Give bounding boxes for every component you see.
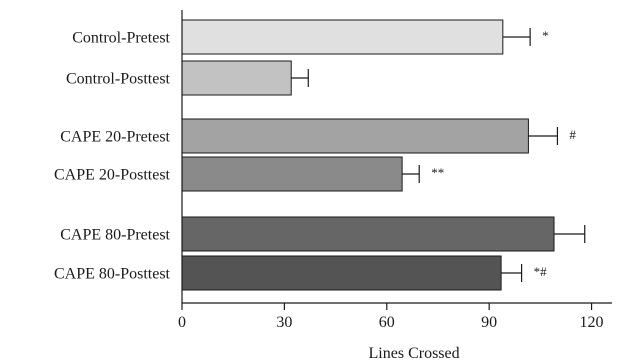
category-label-3: CAPE 20-Posttest xyxy=(54,167,171,184)
error-bar-0 xyxy=(502,28,531,46)
annotations-layer: *#***# xyxy=(431,28,576,279)
category-labels-layer: Control-Pretest Control-Posttest CAPE 20-P… xyxy=(54,30,171,283)
annotation-3: ** xyxy=(431,165,444,180)
bar-2 xyxy=(181,118,529,154)
category-label-2: CAPE 20-Pretest xyxy=(60,129,170,146)
x-tick-label: 120 xyxy=(580,314,604,331)
category-label-1: Control-Posttest xyxy=(66,71,171,88)
bar-0 xyxy=(181,19,504,55)
bar-3 xyxy=(181,156,403,192)
bar-5 xyxy=(181,255,502,291)
x-axis-title: Lines Crossed xyxy=(369,345,460,362)
category-label-5: CAPE 80-Posttest xyxy=(54,266,171,283)
error-bar-4 xyxy=(554,225,586,243)
x-tick-label: 30 xyxy=(276,314,292,331)
error-bar-5 xyxy=(501,264,523,282)
x-ticks-layer: 0 30 60 90 120 xyxy=(178,303,604,331)
bar-4 xyxy=(181,216,555,252)
annotation-2: # xyxy=(569,127,576,142)
error-bar-3 xyxy=(402,165,420,183)
bars-layer xyxy=(181,19,555,291)
x-tick-label: 90 xyxy=(481,314,497,331)
annotation-0: * xyxy=(542,28,549,43)
bar-1 xyxy=(181,60,292,96)
category-label-4: CAPE 80-Pretest xyxy=(60,227,170,244)
category-label-0: Control-Pretest xyxy=(72,30,170,47)
annotation-5: *# xyxy=(534,264,548,279)
error-bars-layer xyxy=(291,28,586,282)
x-tick-label: 60 xyxy=(379,314,395,331)
axes-layer xyxy=(181,10,613,304)
error-bar-2 xyxy=(528,127,559,145)
x-tick-label: 0 xyxy=(178,314,186,331)
error-bar-1 xyxy=(291,69,309,87)
